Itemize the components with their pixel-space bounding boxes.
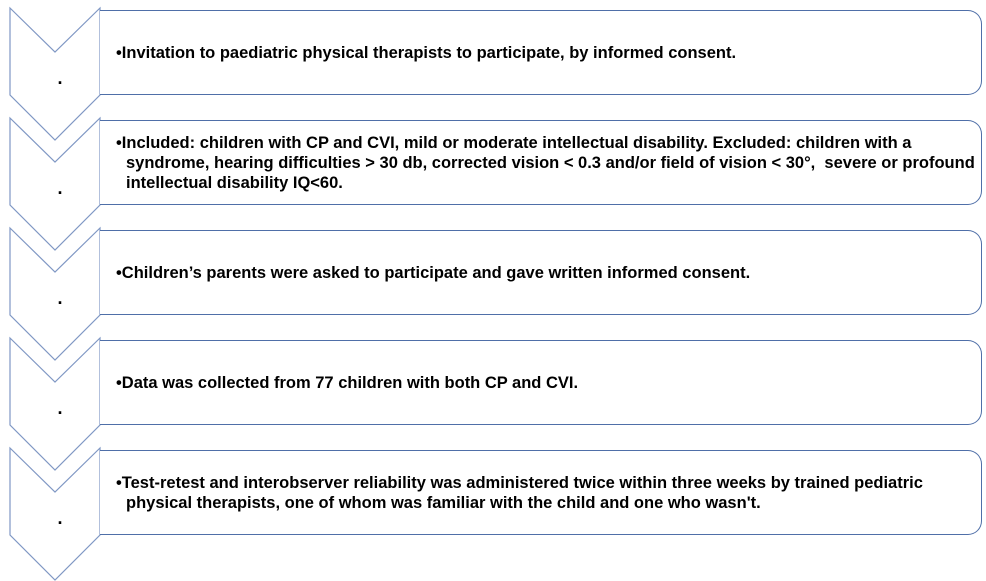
chevron	[9, 6, 101, 141]
step-marker: .	[57, 398, 63, 418]
chevron	[9, 116, 101, 251]
chevron	[9, 446, 101, 581]
step-text: •Test-retest and interobserver reliabili…	[116, 473, 928, 512]
step-box: •Invitation to paediatric physical thera…	[100, 10, 982, 95]
step-text: •Included: children with CP and CVI, mil…	[116, 133, 980, 192]
step-box: •Data was collected from 77 children wit…	[100, 340, 982, 425]
chevron	[9, 226, 101, 361]
step-marker: .	[57, 508, 63, 528]
step-marker: .	[57, 288, 63, 308]
step-box: •Children’s parents were asked to partic…	[100, 230, 982, 315]
step-text: •Invitation to paediatric physical thera…	[116, 43, 737, 62]
chevron	[9, 336, 101, 471]
step-box: •Included: children with CP and CVI, mil…	[100, 120, 982, 205]
step-box: •Test-retest and interobserver reliabili…	[100, 450, 982, 535]
step-text: •Data was collected from 77 children wit…	[116, 373, 579, 392]
step-marker: .	[57, 68, 63, 88]
step-marker: .	[57, 178, 63, 198]
step-text: •Children’s parents were asked to partic…	[116, 263, 751, 282]
